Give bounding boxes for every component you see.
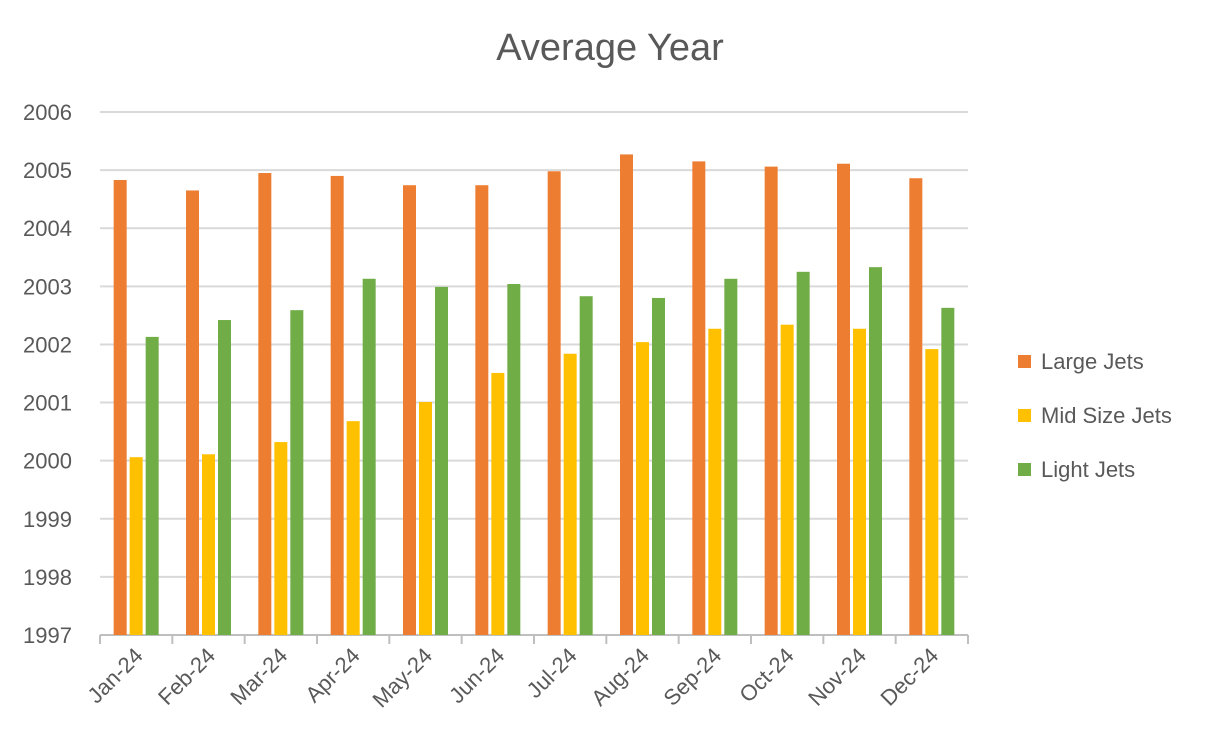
legend-swatch [1018, 355, 1031, 368]
bar-light-jets [290, 310, 304, 635]
bar-mid-size-jets [636, 342, 649, 635]
y-tick-label: 2002 [23, 332, 72, 357]
bar-mid-size-jets [780, 324, 794, 635]
bar-mid-size-jets [419, 401, 432, 635]
x-tick-label: Feb-24 [153, 643, 220, 710]
legend-label: Light Jets [1041, 457, 1135, 482]
bar-large-jets [186, 190, 199, 635]
bar-large-jets [909, 178, 923, 635]
x-tick-label: Jul-24 [522, 643, 582, 703]
x-tick-label: Jan-24 [82, 643, 147, 708]
bar-mid-size-jets [202, 454, 215, 635]
y-tick-label: 2000 [23, 449, 72, 474]
x-tick-label: Aug-24 [586, 643, 654, 711]
bar-large-jets [475, 185, 489, 635]
bar-light-jets [435, 286, 448, 635]
bar-mid-size-jets [129, 457, 143, 635]
bar-large-jets [837, 163, 850, 636]
bar-mid-size-jets [853, 328, 866, 635]
x-tick-label: Dec-24 [876, 643, 944, 711]
bar-large-jets [113, 179, 127, 636]
legend-swatch [1018, 409, 1031, 422]
bar-mid-size-jets [491, 372, 505, 635]
y-tick-label: 2006 [23, 100, 72, 125]
bar-light-jets [652, 297, 665, 635]
x-tick-label: Mar-24 [225, 643, 292, 710]
chart-title: Average Year [496, 27, 724, 69]
bar-light-jets [507, 284, 521, 635]
bar-light-jets [796, 271, 810, 635]
bar-large-jets [620, 154, 633, 635]
x-tick-label: Nov-24 [803, 643, 871, 711]
y-tick-label: 1999 [23, 507, 72, 532]
legend-label: Mid Size Jets [1041, 403, 1172, 428]
bar-large-jets [764, 166, 778, 635]
x-tick-label: Jun-24 [444, 643, 509, 708]
bar-large-jets [547, 171, 561, 636]
x-tick-label: Oct-24 [734, 643, 798, 707]
x-tick-label: Sep-24 [659, 643, 727, 711]
bar-mid-size-jets [708, 328, 722, 635]
bar-light-jets [579, 296, 593, 635]
legend-label: Large Jets [1041, 349, 1144, 374]
x-tick-label: May-24 [367, 643, 437, 713]
bar-light-jets [218, 320, 231, 635]
bar-mid-size-jets [346, 421, 360, 635]
y-tick-label: 1998 [23, 565, 72, 590]
bar-large-jets [692, 161, 706, 635]
bar-light-jets [362, 278, 376, 635]
bar-light-jets [941, 307, 955, 635]
bar-large-jets [258, 173, 272, 635]
bar-large-jets [403, 185, 416, 635]
y-tick-label: 2003 [23, 274, 72, 299]
bar-light-jets [869, 267, 882, 635]
legend-swatch [1018, 463, 1031, 476]
bar-mid-size-jets [563, 353, 577, 635]
y-tick-label: 1997 [23, 623, 72, 648]
bar-mid-size-jets [274, 442, 288, 635]
y-tick-label: 2005 [23, 158, 72, 183]
bar-light-jets [724, 278, 738, 635]
x-tick-label: Apr-24 [300, 643, 364, 707]
bar-large-jets [330, 175, 344, 635]
y-tick-label: 2001 [23, 391, 72, 416]
y-tick-label: 2004 [23, 216, 72, 241]
bar-mid-size-jets [925, 349, 939, 635]
bar-light-jets [145, 336, 159, 635]
